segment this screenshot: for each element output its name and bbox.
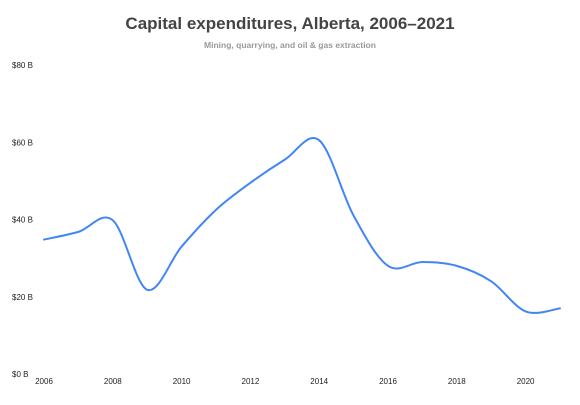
y-tick-label: $60 B — [12, 138, 33, 147]
x-tick-label: 2018 — [448, 377, 466, 386]
y-tick-label: $40 B — [12, 216, 33, 225]
x-tick-label: 2008 — [104, 377, 122, 386]
x-tick-label: 2006 — [35, 377, 53, 386]
x-tick-label: 2012 — [242, 377, 260, 386]
chart-title: Capital expenditures, Alberta, 2006–2021 — [125, 14, 455, 33]
y-tick-label: $0 B — [12, 370, 28, 379]
x-tick-label: 2016 — [379, 377, 397, 386]
x-tick-label: 2010 — [173, 377, 191, 386]
x-tick-label: 2020 — [517, 377, 535, 386]
y-tick-label: $80 B — [12, 61, 33, 70]
y-tick-label: $20 B — [12, 293, 33, 302]
x-tick-label: 2014 — [310, 377, 328, 386]
chart-subtitle: Mining, quarrying, and oil & gas extract… — [204, 40, 376, 50]
series-line — [43, 137, 561, 314]
